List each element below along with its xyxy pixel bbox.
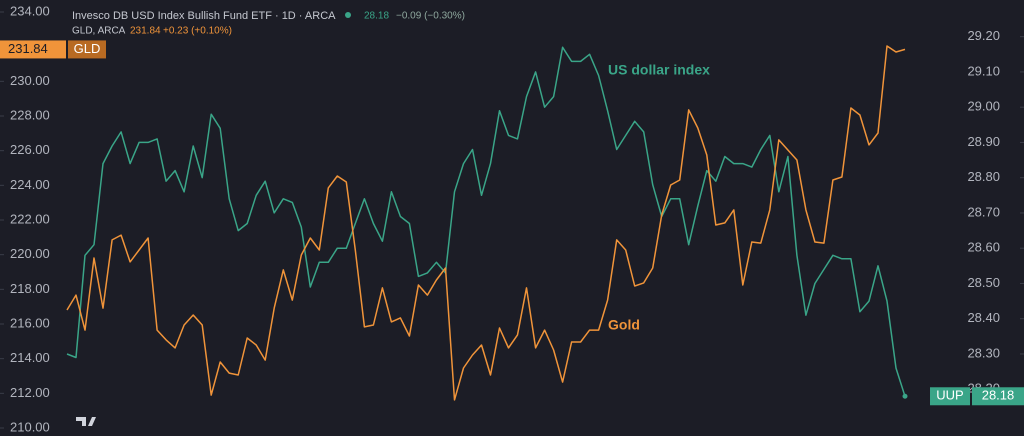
gld-last: 231.84: [130, 26, 161, 37]
badge: [930, 387, 970, 406]
y-tick-label: 224.00: [10, 177, 50, 192]
subtitle: GLD, ARCA: [72, 26, 126, 37]
annotation: US dollar index: [608, 62, 710, 78]
y2-tick-label: 28.60: [967, 240, 1000, 255]
y-tick-label: 216.00: [10, 315, 50, 330]
badge-value: 231.84: [8, 41, 48, 56]
line: [66, 45, 906, 401]
uup-change: −0.09 (−0.30%): [396, 11, 465, 22]
logo: [76, 417, 96, 426]
y2-tick-label: 29.00: [967, 99, 1000, 114]
y2-tick-label: 28.30: [967, 345, 1000, 360]
chart-title: Invesco DB USD Index Bullish Fund ETF · …: [72, 10, 336, 22]
y-tick-label: 212.00: [10, 385, 50, 400]
badge: [972, 387, 1024, 406]
y-tick-label: 226.00: [10, 142, 50, 157]
y-tick-label: 234.00: [10, 3, 50, 18]
y2-tick-label: 29.20: [967, 28, 1000, 43]
gld-change: +0.23 (+0.10%): [163, 26, 232, 37]
badge: [0, 40, 66, 59]
badge: [68, 40, 106, 59]
y2-tick-label: 28.80: [967, 169, 1000, 184]
y-tick-label: 220.00: [10, 246, 50, 261]
badge-name: UUP: [936, 388, 963, 403]
y-tick-label: 228.00: [10, 107, 50, 122]
y2-tick-label: 28.90: [967, 134, 1000, 149]
y-tick-label: 210.00: [10, 419, 50, 434]
y-tick-label: 214.00: [10, 350, 50, 365]
y-tick-label: 218.00: [10, 281, 50, 296]
y2-tick-label: 28.40: [967, 310, 1000, 325]
y-tick-label: 222.00: [10, 211, 50, 226]
uup-last: 28.18: [364, 11, 389, 22]
end-dot: [902, 393, 908, 399]
y2-tick-label: 28.70: [967, 204, 1000, 219]
badge-value: 28.18: [982, 388, 1015, 403]
badge-name: GLD: [74, 41, 101, 56]
status-dot: [345, 12, 351, 18]
y-tick-label: 230.00: [10, 73, 50, 88]
annotation: Gold: [608, 317, 640, 333]
y2-tick-label: 28.50: [967, 275, 1000, 290]
line: [66, 46, 906, 397]
y2-tick-label: 29.10: [967, 63, 1000, 78]
